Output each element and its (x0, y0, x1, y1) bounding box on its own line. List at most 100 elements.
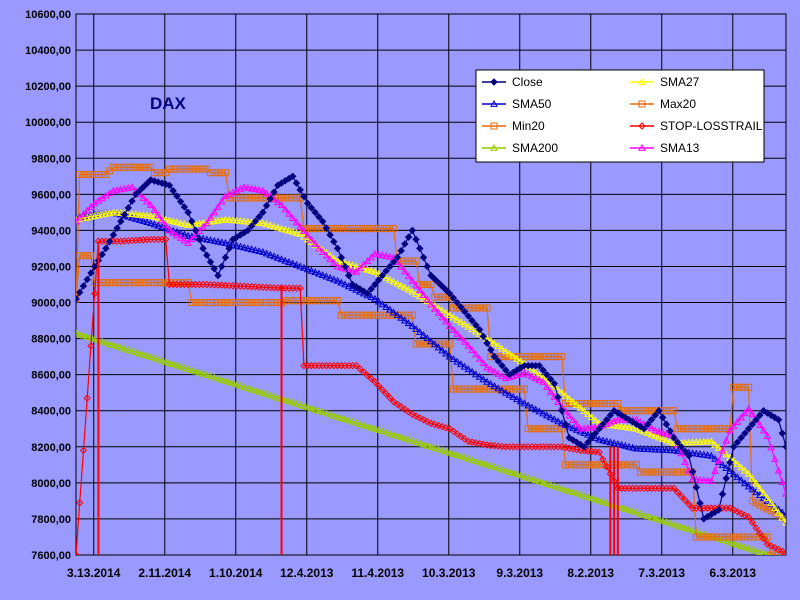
data-point-min20 (360, 311, 368, 319)
data-point-min20 (356, 311, 364, 319)
data-point-min20 (304, 297, 312, 305)
data-point-sma200 (714, 534, 723, 542)
data-point-min20 (655, 468, 663, 476)
data-point-min20 (576, 461, 584, 469)
data-point-close (729, 443, 738, 451)
data-point-close (744, 425, 753, 433)
data-point-sma27 (460, 320, 469, 328)
data-point-max20 (670, 407, 678, 415)
data-point-sma200 (602, 498, 611, 506)
data-point-sma27 (412, 290, 420, 297)
data-point-sma50 (464, 365, 473, 373)
data-point-close (741, 429, 749, 437)
data-point-sma13 (378, 251, 387, 259)
data-point-sma50 (329, 275, 338, 283)
data-point-close (326, 231, 334, 239)
data-point-close (733, 438, 742, 446)
data-point-sma200 (173, 361, 181, 369)
data-point-close (397, 246, 405, 255)
data-point-max20 (464, 304, 472, 312)
data-point-sma13 (352, 267, 361, 275)
data-point-min20 (367, 311, 375, 319)
data-point-max20 (636, 407, 644, 415)
data-point-sma13 (210, 208, 219, 216)
data-point-min20 (375, 311, 383, 319)
data-point-sma200 (322, 409, 331, 417)
data-point-sma27 (782, 518, 786, 526)
data-point-sma200 (337, 414, 346, 421)
data-point-min20 (565, 461, 573, 469)
data-point-min20 (595, 461, 603, 469)
data-point-max20 (349, 225, 357, 233)
data-point-min20 (666, 468, 674, 476)
data-point-sma200 (617, 503, 626, 511)
data-point-max20 (390, 225, 398, 233)
data-point-close (464, 312, 473, 320)
data-point-stop-losstrail (599, 455, 607, 464)
data-point-close (262, 201, 271, 210)
data-point-max20 (117, 163, 125, 171)
data-point-close (472, 321, 480, 329)
data-point-min20 (767, 551, 775, 555)
data-point-min20 (251, 299, 259, 307)
data-point-max20 (532, 353, 540, 361)
data-point-sma200 (374, 426, 383, 433)
data-point-stop-losstrail (438, 422, 446, 431)
data-point-sma13 (658, 428, 667, 436)
data-point-min20 (446, 340, 454, 348)
data-point-sma50 (621, 441, 630, 449)
data-point-sma200 (221, 376, 230, 384)
data-point-min20 (382, 311, 390, 319)
data-point-sma13 (139, 193, 148, 201)
data-point-sma27 (408, 287, 417, 295)
data-point-max20 (124, 163, 132, 171)
data-point-sma13 (83, 206, 92, 214)
data-point-max20 (434, 293, 442, 301)
data-point-stop-losstrail (763, 540, 772, 548)
data-point-sma200 (307, 404, 316, 412)
data-point-max20 (427, 281, 435, 288)
legend-label: SMA13 (660, 141, 700, 155)
data-point-max20 (647, 407, 655, 415)
data-point-sma27 (509, 352, 518, 360)
data-point-sma13 (722, 436, 731, 444)
data-point-close (266, 195, 275, 203)
data-point-min20 (476, 385, 484, 393)
data-point-min20 (704, 533, 712, 541)
data-point-close (595, 425, 603, 433)
data-point-max20 (767, 507, 775, 515)
data-point-close (449, 294, 458, 302)
data-point-sma13 (333, 262, 342, 270)
data-point-sma13 (311, 240, 320, 248)
data-point-sma27 (513, 354, 521, 362)
data-point-sma13 (733, 417, 742, 425)
data-point-sma200 (169, 360, 178, 368)
data-point-sma50 (625, 442, 633, 450)
data-point-sma27 (490, 339, 499, 347)
x-axis-ticks: 3.13.2014 2.11.2014 1.10.2014 12.4.2013 11.4… (67, 566, 756, 580)
data-point-close (191, 226, 200, 235)
data-point-stop-losstrail (76, 551, 80, 555)
data-point-max20 (756, 501, 764, 509)
data-point-close (535, 361, 544, 370)
data-point-sma200 (430, 443, 439, 451)
data-point-sma27 (744, 469, 753, 477)
data-point-sma27 (557, 388, 566, 396)
data-point-sma200 (464, 454, 473, 462)
y-tick-label: 9200,00 (31, 261, 71, 273)
data-point-sma200 (628, 507, 637, 515)
data-point-sma200 (677, 522, 686, 530)
data-point-close (558, 407, 566, 415)
data-point-min20 (147, 279, 155, 287)
x-tick-label: 11.4.2013 (351, 566, 404, 580)
data-point-sma27 (658, 434, 667, 442)
data-point-max20 (83, 170, 91, 178)
data-point-close (546, 375, 555, 383)
data-point-min20 (543, 425, 551, 433)
data-point-min20 (371, 311, 379, 319)
data-point-close (102, 244, 110, 253)
data-point-min20 (442, 340, 450, 348)
legend-item-close: Close (482, 75, 543, 89)
data-point-min20 (195, 299, 203, 307)
data-point-sma13 (285, 209, 293, 217)
